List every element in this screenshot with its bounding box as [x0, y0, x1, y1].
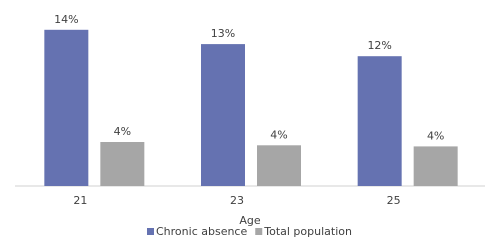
data-label: 13% [211, 27, 235, 40]
data-label: 14% [54, 13, 78, 26]
bar [413, 146, 458, 186]
data-label: 4% [427, 129, 444, 142]
x-tick-label: 25 [387, 194, 401, 207]
legend-label: Total population [263, 225, 352, 238]
legend-label: Chronic absence [156, 225, 247, 238]
bar [357, 56, 402, 187]
legend-swatch [255, 228, 263, 235]
data-label: 4% [270, 128, 287, 141]
bar [100, 142, 145, 186]
bar [257, 145, 301, 186]
data-label: 4% [114, 125, 131, 138]
x-tick-label: 21 [73, 194, 87, 207]
legend-swatch [147, 228, 154, 235]
bar [44, 29, 89, 186]
x-tick-label: 23 [230, 194, 244, 207]
data-label: 12% [367, 39, 391, 52]
bar [201, 44, 245, 186]
x-axis-label: Age [239, 214, 261, 227]
